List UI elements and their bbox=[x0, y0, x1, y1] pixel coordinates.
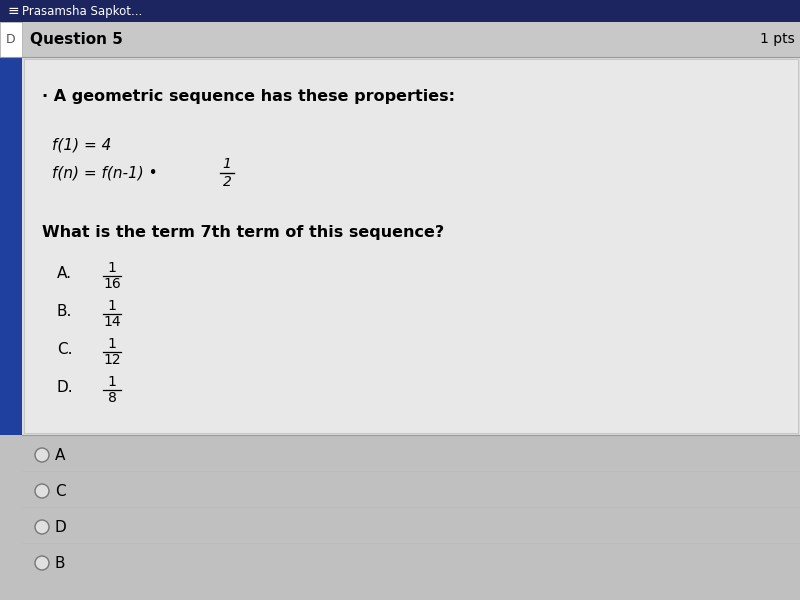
Text: C.: C. bbox=[57, 343, 73, 358]
Text: 1: 1 bbox=[107, 375, 117, 389]
FancyBboxPatch shape bbox=[0, 435, 800, 600]
Text: 1 pts: 1 pts bbox=[760, 32, 795, 46]
FancyBboxPatch shape bbox=[0, 22, 22, 57]
Text: 2: 2 bbox=[222, 175, 231, 189]
Text: 8: 8 bbox=[107, 391, 117, 405]
FancyBboxPatch shape bbox=[0, 57, 22, 435]
Text: 1: 1 bbox=[107, 337, 117, 351]
Text: 16: 16 bbox=[103, 277, 121, 291]
Text: f(n) = f(n-1) •: f(n) = f(n-1) • bbox=[52, 166, 158, 181]
Text: D: D bbox=[6, 33, 16, 46]
Text: What is the term 7th term of this sequence?: What is the term 7th term of this sequen… bbox=[42, 226, 444, 241]
Text: D: D bbox=[55, 520, 66, 535]
Text: f(1) = 4: f(1) = 4 bbox=[52, 137, 111, 152]
Text: Question 5: Question 5 bbox=[30, 32, 123, 47]
Circle shape bbox=[35, 520, 49, 534]
Circle shape bbox=[35, 556, 49, 570]
Text: 1: 1 bbox=[107, 261, 117, 275]
Text: Prasamsha Sapkot...: Prasamsha Sapkot... bbox=[22, 4, 142, 17]
Text: A.: A. bbox=[57, 266, 72, 281]
Circle shape bbox=[35, 484, 49, 498]
FancyBboxPatch shape bbox=[24, 59, 798, 433]
Text: · A geometric sequence has these properties:: · A geometric sequence has these propert… bbox=[42, 89, 455, 104]
Text: D.: D. bbox=[57, 380, 74, 395]
FancyBboxPatch shape bbox=[0, 22, 800, 57]
Text: ≡: ≡ bbox=[8, 4, 20, 18]
FancyBboxPatch shape bbox=[22, 57, 800, 435]
Text: 12: 12 bbox=[103, 353, 121, 367]
Text: 1: 1 bbox=[107, 299, 117, 313]
Text: A: A bbox=[55, 448, 66, 463]
Text: B: B bbox=[55, 556, 66, 571]
FancyBboxPatch shape bbox=[0, 0, 800, 22]
Text: 14: 14 bbox=[103, 315, 121, 329]
Text: C: C bbox=[55, 484, 66, 499]
Circle shape bbox=[35, 448, 49, 462]
Text: 1: 1 bbox=[222, 157, 231, 171]
Text: B.: B. bbox=[57, 304, 72, 319]
